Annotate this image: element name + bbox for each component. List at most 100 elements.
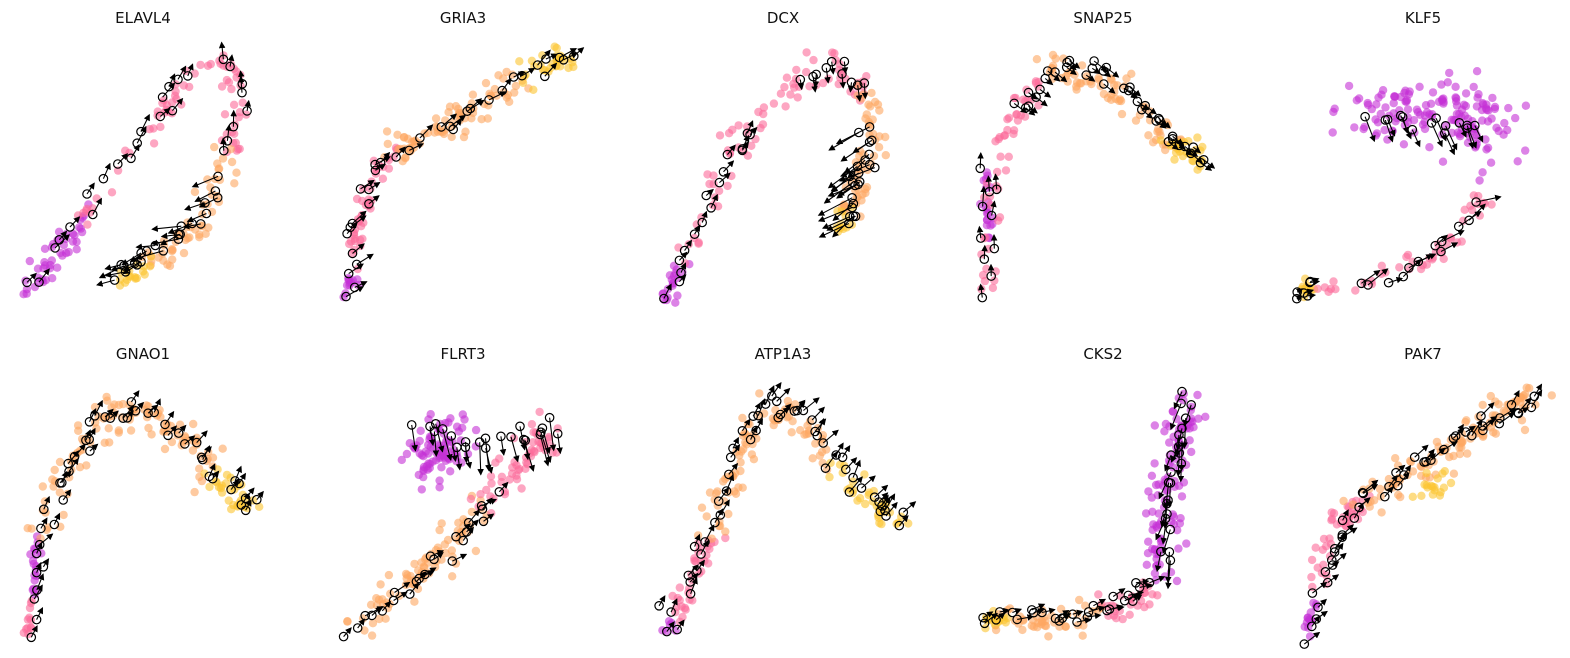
- velocity-arrow: [830, 175, 851, 193]
- velocity-origin: [1360, 111, 1370, 122]
- velocity-arrow: [999, 607, 1011, 615]
- cell-point-orange: [1077, 61, 1087, 70]
- panel-dcx: DCX: [658, 9, 890, 307]
- cell-point-yellow: [1170, 155, 1179, 164]
- velocity-origin: [978, 612, 988, 623]
- velocity-arrow: [1362, 479, 1379, 494]
- velocity-arrow: [1112, 588, 1126, 597]
- velocity-origin: [1380, 491, 1390, 502]
- cell-point-pink: [705, 179, 714, 189]
- velocity-origin: [180, 439, 190, 449]
- velocity-origin: [737, 425, 748, 436]
- cell-point-magenta: [446, 467, 455, 476]
- velocity-arrow: [1430, 447, 1446, 461]
- cell-point-magenta: [1182, 539, 1191, 548]
- velocity-arrow: [1182, 404, 1192, 427]
- cell-point-magenta: [1439, 97, 1448, 107]
- cell-point-orange: [104, 424, 113, 433]
- cell-point-pink: [179, 81, 188, 90]
- velocity-arrow: [440, 113, 458, 128]
- plot-area: [19, 390, 264, 643]
- velocity-origin: [158, 246, 169, 256]
- cell-point-orange: [444, 108, 453, 117]
- cell-point-pink: [491, 458, 500, 467]
- velocity-origin: [506, 431, 516, 442]
- cell-point-orange: [1489, 428, 1498, 437]
- panel-flrt3: FLRT3: [338, 345, 563, 642]
- cell-point-magenta: [1399, 140, 1409, 149]
- cell-point-magenta: [1521, 101, 1531, 110]
- cell-point-magenta: [1452, 101, 1462, 110]
- velocity-origin: [1337, 515, 1348, 526]
- velocity-arrow: [227, 54, 235, 67]
- cell-point-orange: [147, 430, 156, 439]
- plot-area: [1299, 383, 1556, 649]
- velocity-arrow: [704, 524, 715, 543]
- velocity-origin: [1009, 98, 1019, 109]
- velocity-origin: [484, 95, 494, 105]
- velocity-origin: [38, 504, 49, 515]
- cell-point-yellow: [518, 78, 528, 87]
- velocity-arrow: [469, 98, 483, 109]
- velocity-origin: [343, 268, 354, 279]
- velocity-origin: [90, 410, 100, 421]
- velocity-arrow: [780, 407, 790, 415]
- cell-point-pink: [1013, 116, 1023, 125]
- velocity-origin: [798, 405, 809, 416]
- velocity-origin: [69, 451, 80, 462]
- cell-point-magenta: [1478, 168, 1487, 177]
- velocity-arrow: [38, 268, 50, 283]
- cell-point-pink: [747, 141, 756, 150]
- velocity-arrow: [541, 428, 551, 454]
- velocity-arrow: [1474, 125, 1484, 143]
- cell-point-pink: [1094, 590, 1103, 599]
- cell-point-orange: [367, 631, 377, 640]
- cell-point-pink: [203, 61, 213, 70]
- velocity-origin: [32, 585, 42, 595]
- velocity-origin: [654, 601, 664, 611]
- cell-point-magenta: [1172, 576, 1182, 586]
- velocity-arrow: [1128, 590, 1145, 597]
- velocity-arrow: [1035, 96, 1048, 107]
- velocity-origin: [1513, 408, 1524, 419]
- cell-point-orange: [1406, 456, 1415, 466]
- velocity-arrow: [343, 627, 352, 637]
- velocity-arrow: [556, 433, 563, 455]
- velocity-origin: [659, 293, 669, 304]
- velocity-origin: [773, 412, 783, 423]
- cell-point-magenta: [460, 415, 469, 424]
- cell-point-orange: [27, 524, 36, 533]
- cell-point-yellow: [1171, 148, 1181, 157]
- velocity-origin: [149, 407, 159, 418]
- cell-point-orange: [447, 132, 456, 142]
- velocity-origin: [183, 71, 193, 81]
- velocity-arrow: [523, 439, 535, 472]
- velocity-arrow: [36, 573, 45, 591]
- velocity-origin: [880, 505, 890, 516]
- velocity-origin: [352, 623, 363, 633]
- velocity-arrow: [88, 427, 96, 440]
- velocity-arrow: [1307, 292, 1317, 299]
- cell-point-orange: [118, 399, 128, 409]
- cell-point-yellow: [825, 472, 834, 482]
- cell-point-pink: [978, 270, 988, 280]
- cell-point-yellow: [1301, 274, 1310, 283]
- velocity-arrow: [1434, 234, 1449, 247]
- velocity-origin: [82, 189, 92, 199]
- cell-point-orange: [402, 574, 411, 583]
- velocity-arrow: [40, 517, 48, 529]
- velocity-origin: [812, 430, 822, 441]
- cell-point-orange: [160, 444, 170, 454]
- cell-point-magenta: [1425, 143, 1434, 152]
- cell-point-pink: [723, 181, 732, 191]
- velocity-arrow: [771, 381, 782, 397]
- velocity-origin: [1322, 577, 1333, 588]
- velocity-origin: [1144, 577, 1155, 588]
- velocity-arrow: [117, 153, 129, 165]
- velocity-origin: [173, 428, 184, 438]
- cell-point-orange: [55, 457, 65, 467]
- cell-point-pink: [708, 201, 718, 210]
- velocity-arrow: [811, 406, 825, 421]
- velocity-arrow: [666, 621, 675, 632]
